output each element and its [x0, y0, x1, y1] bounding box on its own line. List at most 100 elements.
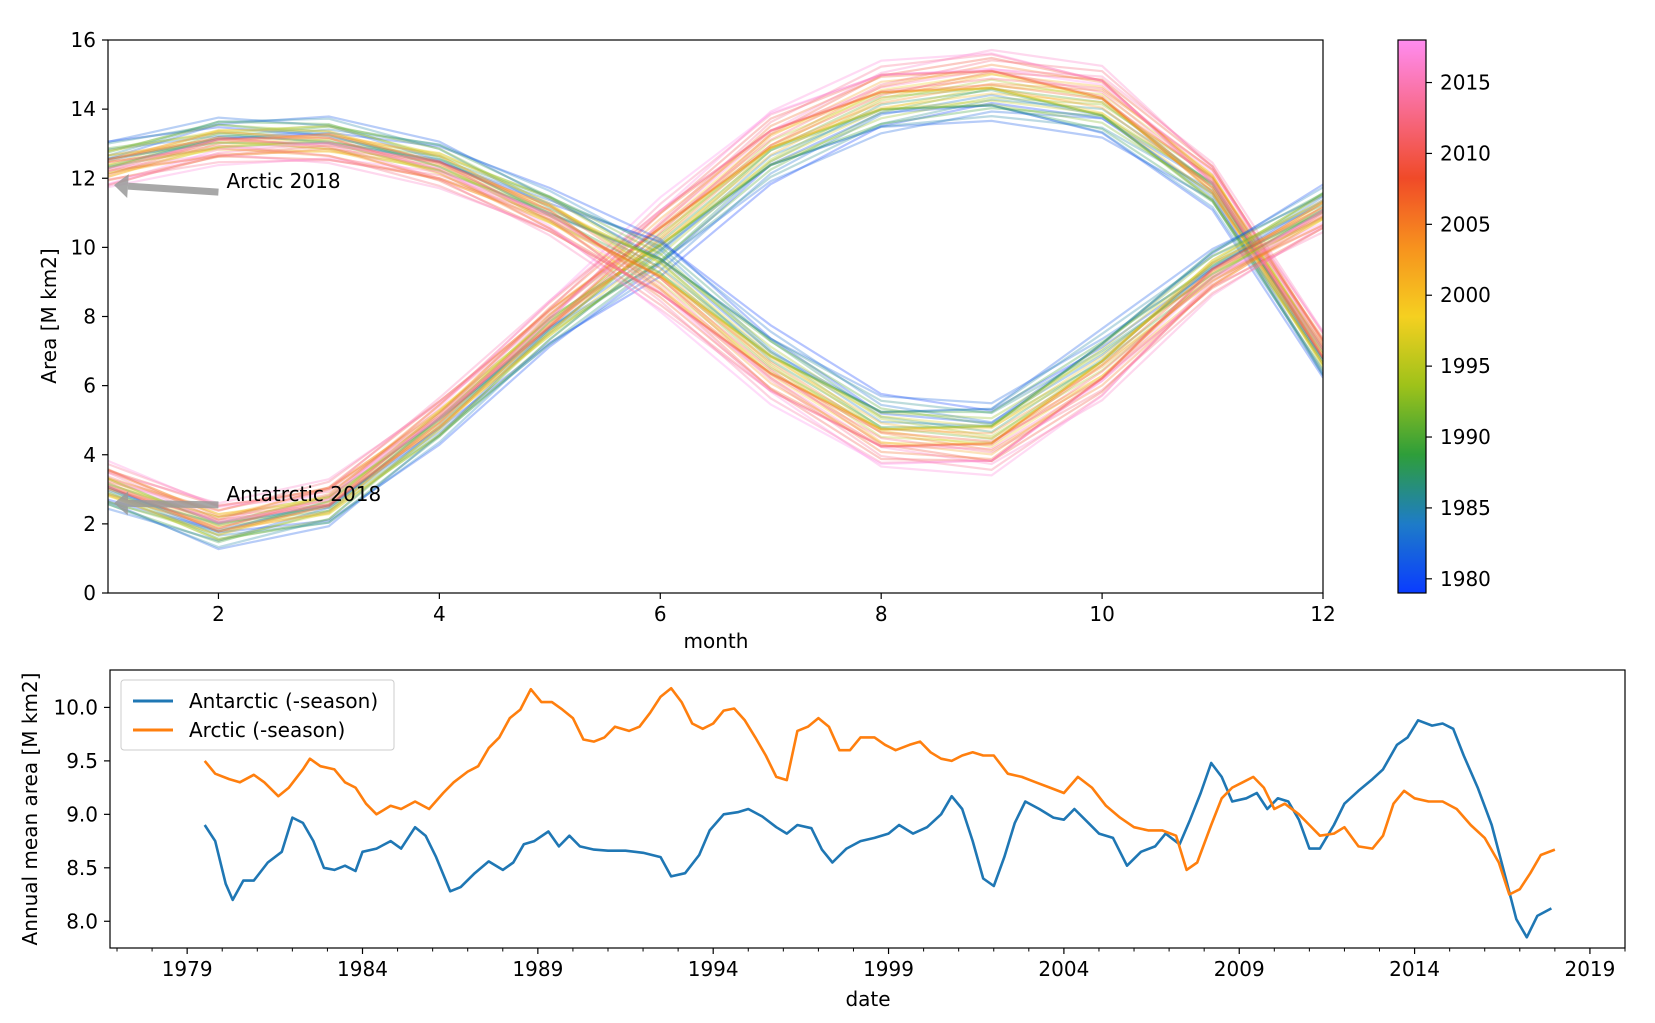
- top-chart: 2 4 6 8 10 12 0 2 4 6 8 10 12 14 16 month Area [M km2…: [37, 28, 1336, 653]
- top-line-antarctic-2011: [108, 77, 1323, 530]
- bottom-x-tick-label: 1999: [863, 957, 914, 981]
- bottom-y-tick-label: 8.0: [66, 909, 98, 933]
- top-line-antarctic-1995: [108, 86, 1323, 528]
- top-x-tick-label: 4: [433, 602, 446, 626]
- colorbar-ticks: 1980 1985 1990 1995 2000 2005 2010 2015: [1426, 71, 1491, 591]
- top-line-antarctic-2015: [108, 68, 1323, 524]
- top-line-antarctic-2008: [108, 70, 1323, 521]
- bottom-x-tick-label: 1989: [512, 957, 563, 981]
- bottom-plot-frame: [109, 669, 1626, 949]
- bottom-x-tick-label: 2004: [1038, 957, 1089, 981]
- top-line-antarctic-1998: [108, 72, 1323, 516]
- bottom-x-tick-label: 2009: [1214, 957, 1265, 981]
- top-line-arctic-1995: [108, 137, 1323, 444]
- legend: Antarctic (-season) Arctic (-season): [120, 679, 395, 751]
- top-line-arctic-1986: [108, 123, 1323, 415]
- top-y-tick-label: 10: [71, 235, 96, 259]
- legend-label-antarctic: Antarctic (-season): [189, 689, 378, 713]
- top-line-antarctic-1993: [108, 96, 1323, 536]
- top-line-arctic-2009: [108, 155, 1323, 463]
- colorbar-tick-label: 1990: [1440, 425, 1491, 449]
- top-line-arctic-1999: [108, 134, 1323, 445]
- top-line-arctic-1991: [108, 140, 1323, 441]
- top-line-arctic-1993: [108, 123, 1323, 420]
- top-line-arctic-2008: [108, 136, 1323, 443]
- bottom-x-tick-label: 1984: [337, 957, 388, 981]
- top-y-tick-label: 4: [83, 443, 96, 467]
- top-line-arctic-1990: [108, 131, 1323, 426]
- top-x-tick-label: 8: [875, 602, 888, 626]
- annotation-label: Arctic 2018: [226, 169, 340, 193]
- top-line-antarctic-1982: [108, 110, 1323, 542]
- top-line-antarctic-2006: [108, 69, 1323, 518]
- top-y-axis: 0 2 4 6 8 10 12 14 16: [71, 28, 108, 605]
- top-line-antarctic-1989: [108, 106, 1323, 544]
- colorbar: 1980 1985 1990 1995 2000 2005 2010 2015: [1397, 39, 1491, 594]
- colorbar-tick-label: 1985: [1440, 496, 1491, 520]
- top-x-tick-label: 12: [1310, 602, 1335, 626]
- bottom-y-tick-label: 8.5: [66, 856, 98, 880]
- top-line-arctic-1994: [108, 140, 1323, 438]
- top-line-arctic-1997: [108, 129, 1323, 429]
- top-x-tick-label: 2: [212, 602, 225, 626]
- top-line-antarctic-1979: [108, 101, 1323, 532]
- top-line-antarctic-2018: [108, 67, 1323, 525]
- top-line-arctic-1998: [108, 148, 1323, 448]
- top-line-antarctic-2000: [108, 92, 1323, 537]
- top-line-arctic-1983: [108, 134, 1323, 424]
- top-line-arctic-2004: [108, 131, 1323, 435]
- top-line-antarctic-1987: [108, 88, 1323, 524]
- colorbar-tick-label: 2005: [1440, 212, 1491, 236]
- annotation-arrow-head: [114, 174, 129, 199]
- top-line-antarctic-2010: [108, 69, 1323, 521]
- top-line-arctic-1996: [108, 125, 1323, 431]
- bottom-y-tick-label: 10.0: [53, 695, 98, 719]
- top-line-antarctic-1997: [108, 84, 1323, 527]
- bottom-line-antarctic: [203, 719, 1553, 939]
- top-line-arctic-2010: [108, 144, 1323, 463]
- top-line-antarctic-2016: [108, 48, 1323, 505]
- top-line-antarctic-1985: [108, 114, 1323, 549]
- top-y-tick-label: 8: [83, 305, 96, 329]
- annotation-arrow-shaft: [127, 182, 219, 196]
- top-line-arctic-1989: [108, 120, 1323, 414]
- top-y-axis-label: Area [M km2]: [37, 248, 61, 383]
- bottom-line-arctic: [203, 686, 1556, 896]
- top-y-tick-label: 6: [83, 374, 96, 398]
- bottom-y-tick-label: 9.5: [66, 749, 98, 773]
- top-line-arctic-2000: [108, 128, 1323, 431]
- bottom-lines-group: [203, 686, 1556, 939]
- top-line-antarctic-2003: [108, 86, 1323, 533]
- bottom-x-tick-label: 1994: [688, 957, 739, 981]
- top-y-tick-label: 0: [83, 581, 96, 605]
- top-line-antarctic-2009: [108, 56, 1323, 508]
- top-line-arctic-1984: [108, 128, 1323, 428]
- annotation-label: Antatrctic 2018: [226, 482, 381, 506]
- annotation-arrow-head: [114, 491, 129, 516]
- colorbar-tick-label: 2000: [1440, 283, 1491, 307]
- top-y-tick-label: 14: [71, 97, 96, 121]
- bottom-y-axis-label: Annual mean area [M km2]: [18, 673, 42, 946]
- top-line-antarctic-1980: [108, 103, 1323, 534]
- top-line-antarctic-1994: [108, 78, 1323, 519]
- top-line-arctic-2014: [108, 141, 1323, 464]
- top-line-antarctic-2004: [108, 82, 1323, 530]
- colorbar-tick-label: 2015: [1440, 71, 1491, 95]
- top-line-antarctic-1988: [108, 104, 1323, 540]
- top-line-antarctic-2014: [108, 69, 1323, 524]
- top-line-arctic-2011: [108, 136, 1323, 448]
- top-line-arctic-2015: [108, 138, 1323, 450]
- top-line-antarctic-2002: [108, 69, 1323, 516]
- top-x-tick-label: 10: [1089, 602, 1114, 626]
- top-line-arctic-2003: [108, 132, 1323, 448]
- top-line-arctic-1992: [108, 123, 1323, 431]
- top-x-axis: 2 4 6 8 10 12: [212, 593, 1336, 626]
- bottom-x-tick-label: 2014: [1389, 957, 1440, 981]
- top-line-arctic-1987: [108, 141, 1323, 434]
- bottom-x-axis: 1979 1984 1989 1994 1999 2004 2009 2014 2019: [116, 948, 1626, 981]
- top-line-arctic-2013: [108, 159, 1323, 471]
- top-line-arctic-1988: [108, 125, 1323, 429]
- top-y-tick-label: 16: [71, 28, 96, 52]
- top-line-antarctic-1986: [108, 98, 1323, 533]
